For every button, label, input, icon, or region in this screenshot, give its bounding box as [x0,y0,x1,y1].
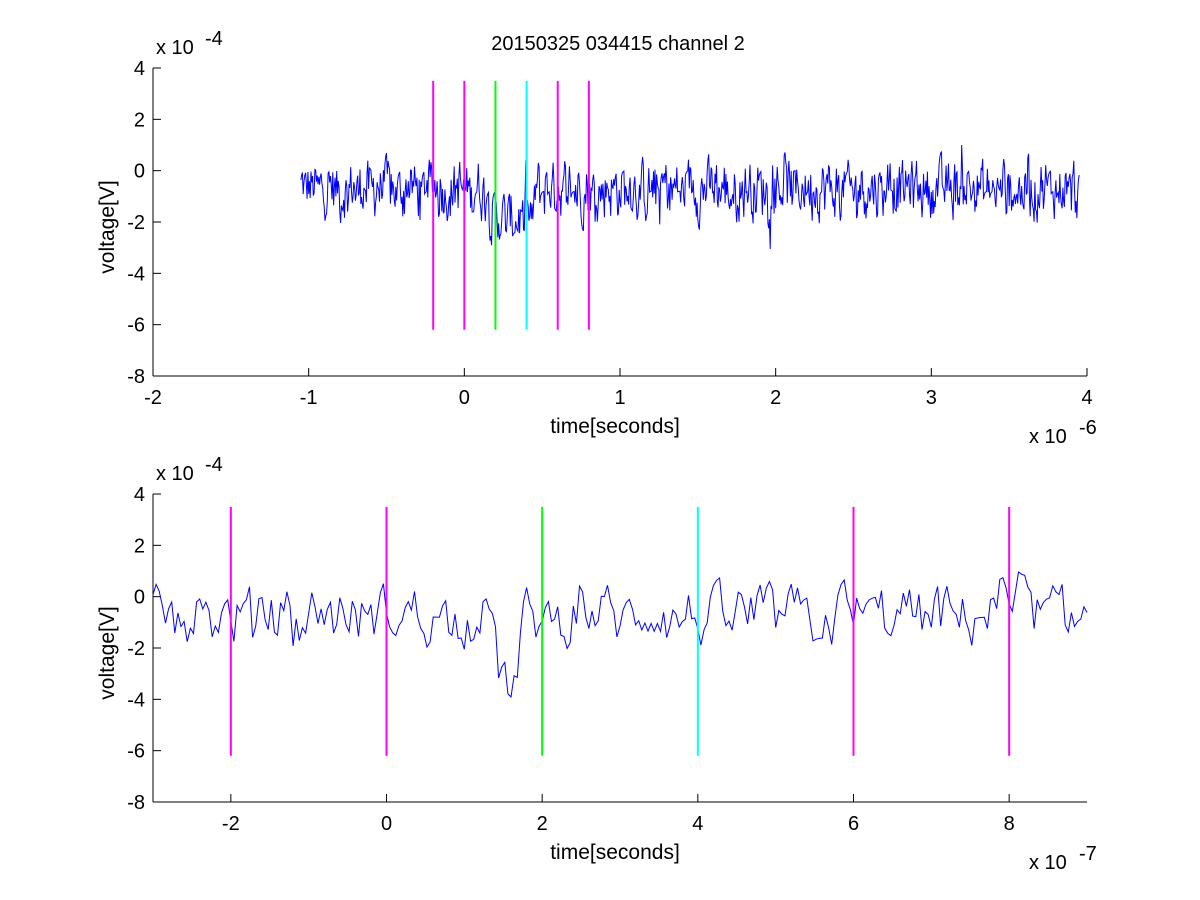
x-tick-label: 0 [381,813,392,835]
y-tick-label: 4 [134,484,145,506]
top-plot: -8 -6 -4 -2 0 2 4 -2 -1 0 1 2 3 4 x 10 -4 x 10 -6 time[sec… [96,28,1097,448]
y-multiplier-exponent: -4 [205,454,223,476]
x-axis-label: time[seconds] [550,415,680,438]
y-tick-label: -8 [127,792,145,814]
x-tick-label: -1 [300,387,318,409]
y-tick-label: -2 [127,212,145,234]
x-tick-label: 1 [614,387,625,409]
x-tick-label: 2 [770,387,781,409]
x-tick-label: 6 [848,813,859,835]
chart-title: 20150325 034415 channel 2 [491,33,745,55]
y-axis-label: voltage[V] [96,606,119,699]
y-tick-label: -6 [127,315,145,337]
x-tick-label: 2 [537,813,548,835]
y-tick-label: -4 [127,263,145,285]
x-tick-label: -2 [144,387,162,409]
y-tick-label: 0 [134,161,145,183]
y-tick-label: 4 [134,58,145,80]
x-multiplier: x 10 [1029,426,1067,448]
x-multiplier: x 10 [1029,852,1067,874]
y-tick-label: 0 [134,587,145,609]
x-multiplier-exponent: -7 [1079,843,1097,865]
x-axis-label: time[seconds] [550,841,680,864]
y-tick-label: -4 [127,689,145,711]
x-tick-label: 0 [459,387,470,409]
x-tick-label: 8 [1004,813,1015,835]
y-tick-label: -2 [127,638,145,660]
x-multiplier-exponent: -6 [1079,417,1097,439]
y-tick-label: -6 [127,741,145,763]
y-multiplier: x 10 [156,37,194,59]
x-tick-label: -2 [222,813,240,835]
y-multiplier-exponent: -4 [205,28,223,50]
x-tick-label: 4 [692,813,703,835]
y-multiplier: x 10 [156,463,194,485]
y-tick-label: 2 [134,109,145,131]
voltage-series-line [300,144,1080,250]
voltage-series-line [152,571,1088,698]
x-tick-label: 4 [1081,387,1092,409]
y-tick-label: -8 [127,366,145,388]
y-axis-label: voltage[V] [96,180,119,273]
x-tick-label: 3 [926,387,937,409]
bottom-plot: -8 -6 -4 -2 0 2 4 -2 0 2 4 6 8 x 10 -4 x 10 -7 time[secon… [96,454,1097,874]
y-tick-label: 2 [134,535,145,557]
